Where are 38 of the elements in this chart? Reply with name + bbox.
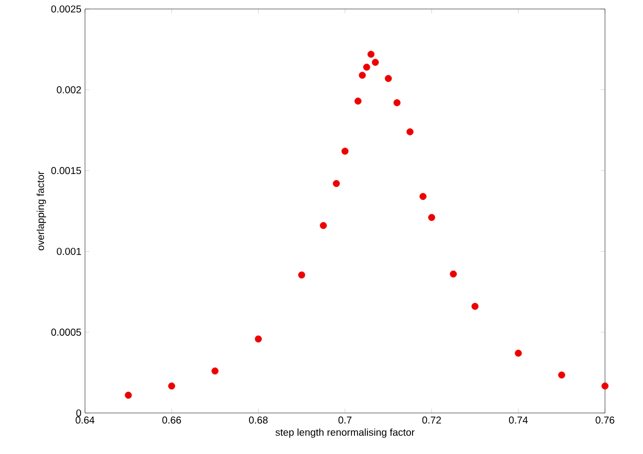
point (384, 74, 392, 82)
x-axis-title: step length renormalising factor (276, 428, 415, 438)
point (358, 72, 366, 79)
point (320, 222, 327, 230)
point (472, 302, 478, 310)
point (368, 50, 374, 58)
x-tick-label: 0.64 (76, 416, 94, 424)
point (601, 382, 608, 390)
y-axis-title: overlapping factor (36, 171, 46, 250)
point (372, 58, 379, 66)
y-tick-label: 0 (76, 409, 82, 417)
y-tick-label: 0.0025 (51, 5, 82, 13)
point (124, 392, 132, 399)
point (406, 128, 414, 136)
point (354, 98, 362, 105)
y-tick-label: 0.002 (56, 86, 81, 94)
point (363, 64, 370, 71)
point (514, 350, 522, 357)
point (298, 271, 306, 278)
y-tick-label: 0.0005 (51, 328, 82, 336)
point (394, 99, 400, 106)
x-tick-label: 0.76 (596, 416, 614, 424)
point (254, 335, 262, 342)
y-tick-label: 0.0015 (51, 167, 82, 174)
point (332, 180, 340, 188)
x-tick-label: 0.68 (249, 416, 268, 424)
x-tick-label: 0.7 (338, 416, 352, 424)
y-tick-label: 0.001 (56, 248, 81, 255)
point (168, 382, 176, 390)
point (428, 214, 436, 221)
x-tick-label: 0.72 (422, 416, 441, 424)
x-tick-label: 0.66 (162, 416, 181, 424)
x-tick-label: 0.74 (508, 416, 528, 424)
point (420, 192, 426, 200)
point (212, 367, 219, 374)
point (342, 148, 349, 155)
point (450, 270, 457, 278)
point (558, 372, 566, 379)
